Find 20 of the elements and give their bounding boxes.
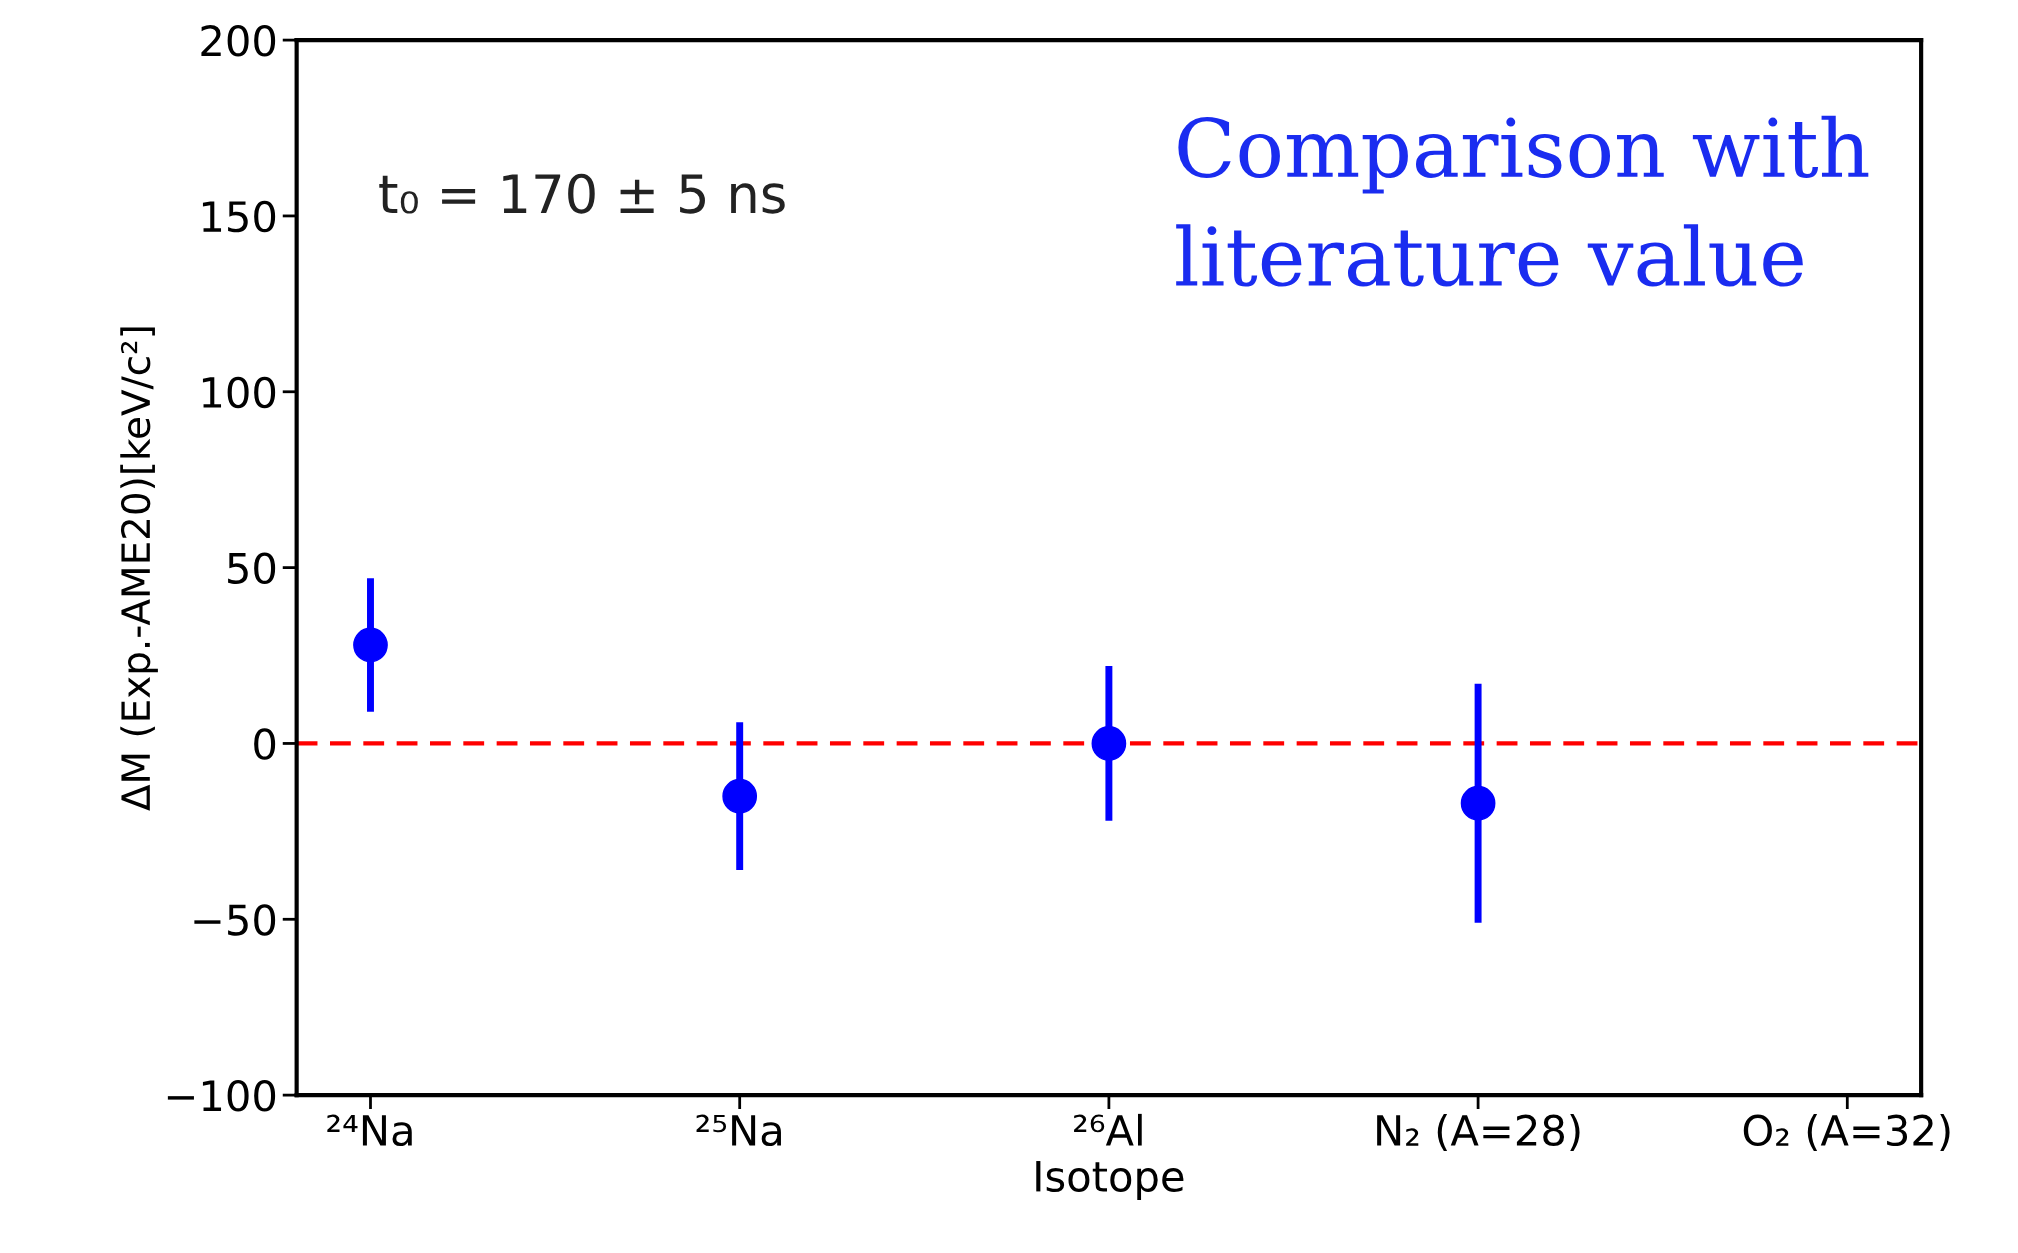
y-tick-label: 50 (228, 552, 276, 585)
y-tick-label: −100 (167, 1080, 276, 1112)
y-tick-label: 150 (202, 200, 276, 233)
point (353, 627, 388, 663)
annotation: t₀ = 170 ± 5 ns (379, 173, 785, 214)
point (1460, 785, 1496, 821)
x-tick-label: ²⁵Na (696, 1114, 781, 1147)
point (722, 778, 758, 814)
y-axis-title: ΔM (Exp.-AME20)[keV/c²] (120, 327, 158, 811)
y-tick-label: 200 (201, 25, 276, 57)
x-tick-label: ²⁶Al (1074, 1113, 1142, 1146)
y-tick-label: −50 (194, 904, 276, 936)
x-tick-label: ²⁴Na (327, 1114, 412, 1147)
x-tick-label: O₂ (A=32) (1743, 1113, 1950, 1152)
y-tick-label: 0 (254, 728, 276, 760)
annotation: Comparison with literature value (1176, 115, 1869, 287)
x-tick-label: N₂ (A=28) (1377, 1113, 1580, 1152)
point (1091, 726, 1127, 761)
y-tick-label: 100 (202, 376, 276, 409)
x-axis-title: Isotope (1036, 1161, 1184, 1201)
